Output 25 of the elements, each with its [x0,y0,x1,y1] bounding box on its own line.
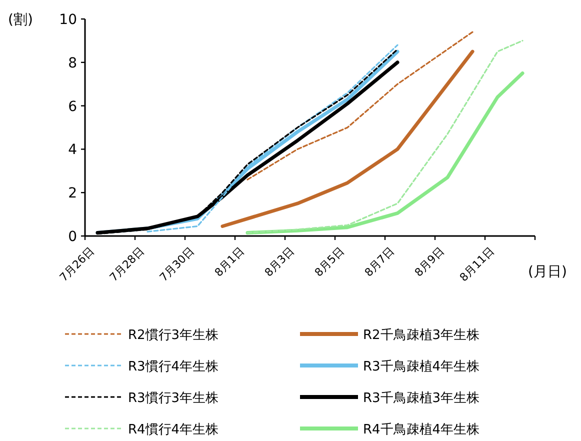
x-tick-label: 8月11日 [457,244,497,284]
x-tick-label: 8月9日 [412,244,447,280]
y-tick-label: 2 [68,186,77,202]
legend-label: R2慣行3年生株 [128,328,219,343]
x-tick-label: 8月7日 [362,244,397,280]
y-tick-label: 8 [68,55,77,72]
legend-label: R4千鳥疎植4年生株 [363,422,480,438]
y-tick-label: 6 [68,98,78,115]
legend-label: R3千鳥疎植4年生株 [363,360,480,374]
y-tick-label: 10 [59,12,77,28]
y-tick-label: 4 [68,142,78,158]
y-tick-label: 0 [68,229,77,245]
legend-label: R3慣行3年生株 [128,391,219,406]
x-tick-label: 7月26日 [57,244,97,284]
x-axis-title: (月日) [528,264,567,280]
legend-label: R3慣行4年生株 [128,360,219,374]
legend-label: R3千鳥疎植3年生株 [363,391,480,406]
y-axis-title: (割) [8,12,33,28]
x-tick-label: 7月30日 [157,244,197,284]
legend-label: R2千鳥疎植3年生株 [363,328,480,343]
legend-label: R4慣行4年生株 [128,422,219,438]
x-tick-label: 8月3日 [262,244,297,280]
x-tick-label: 8月5日 [312,244,347,280]
x-tick-label: 7月28日 [107,244,147,284]
x-tick-label: 8月1日 [212,244,247,280]
